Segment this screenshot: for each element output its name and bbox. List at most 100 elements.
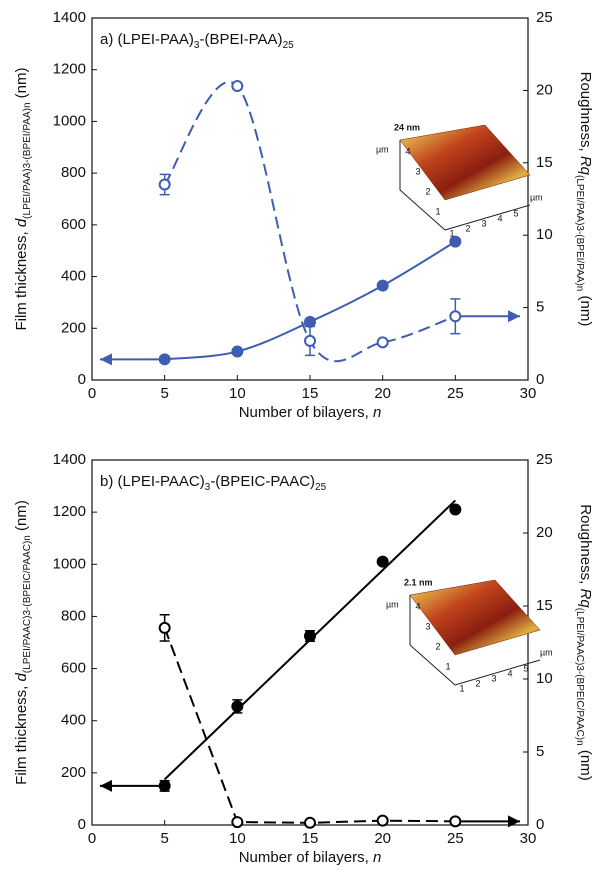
data-point: [450, 505, 460, 515]
y-axis-label-part: Film thickness,: [13, 227, 30, 330]
x-tick-label: 5: [160, 385, 168, 402]
x-tick-label: 10: [229, 385, 246, 402]
panel-title-part: b) (LPEI-PAAC): [100, 473, 205, 490]
y-axis-label: Film thickness, d(LPEI/PAAC)3-(BPEIC/PAA…: [13, 500, 33, 785]
y2-axis-label: Roughness, Rq(LPEI/PAA)3-(BPEI/PAA)n (nm…: [574, 72, 594, 327]
y-tick-label: 1400: [53, 451, 86, 468]
y2-tick-label: 10: [536, 670, 553, 687]
afm-tick: 1: [459, 683, 464, 693]
y-tick-label: 1400: [53, 9, 86, 26]
panel-title-part: a) (LPEI-PAA): [100, 31, 194, 48]
x-tick-label: 0: [88, 385, 96, 402]
y-axis-label-part: (LPEI/PAAC)3-(BPEIC/PAAC)n: [22, 535, 33, 673]
data-point: [305, 631, 315, 641]
afm-surface: [410, 580, 540, 655]
afm-surface: [400, 125, 530, 200]
data-point: [232, 817, 242, 827]
y2-tick-label: 25: [536, 451, 553, 468]
y2-axis-label-part: Rq: [577, 156, 594, 176]
x-tick-label: 30: [520, 830, 537, 847]
y2-axis-label-part: Roughness,: [577, 504, 594, 588]
data-point: [450, 311, 460, 321]
y2-tick-label: 10: [536, 226, 553, 243]
data-point: [378, 337, 388, 347]
afm-tick: 5: [523, 663, 528, 673]
x-axis-label-part: n: [373, 404, 381, 421]
axis-arrow-head: [100, 353, 112, 365]
data-point: [378, 281, 388, 291]
panel-title-part: 25: [283, 40, 295, 51]
y-axis-label-part: Film thickness,: [13, 681, 30, 784]
afm-tick: 4: [497, 213, 502, 223]
x-tick-label: 10: [229, 830, 246, 847]
y-tick-label: 600: [61, 216, 86, 233]
y2-tick-label: 5: [536, 299, 544, 316]
y-tick-label: 1000: [53, 555, 86, 572]
y-tick-label: 200: [61, 319, 86, 336]
afm-tick: 2: [465, 223, 470, 233]
y2-tick-label: 0: [536, 371, 544, 388]
afm-tick: 1: [435, 206, 440, 216]
x-axis-label-part: n: [373, 849, 381, 866]
data-point: [450, 816, 460, 826]
y-tick-label: 400: [61, 712, 86, 729]
afm-z-label: 24 nm: [394, 122, 420, 132]
y-tick-label: 0: [78, 371, 86, 388]
y2-axis-label-part: (nm): [577, 746, 594, 781]
afm-tick: 2: [475, 678, 480, 688]
x-axis-label: Number of bilayers, n: [239, 849, 382, 866]
y2-axis-label-part: (nm): [577, 291, 594, 326]
data-point: [232, 347, 242, 357]
y2-axis-label-part: Rq: [577, 589, 594, 609]
y-axis-label-part: (LPEI/PAA)3-(BPEI/PAA)n: [22, 102, 33, 218]
x-tick-label: 20: [374, 830, 391, 847]
y-tick-label: 800: [61, 164, 86, 181]
series-line: [165, 628, 456, 823]
figure: 0510152025300200400600800100012001400051…: [0, 0, 604, 874]
panel-title: b) (LPEI-PAAC)3-(BPEIC-PAAC)25: [100, 473, 327, 493]
y2-axis-label-part: Roughness,: [577, 72, 594, 156]
y-axis-label-part: (nm): [13, 500, 30, 535]
y-tick-label: 1200: [53, 503, 86, 520]
y2-axis-label-part: (LPEI/PAA)3-(BPEI/PAA)n: [574, 175, 585, 291]
panel-title-part: -(BPEIC-PAAC): [210, 473, 315, 490]
y2-tick-label: 15: [536, 154, 553, 171]
axis-arrow-head: [100, 780, 112, 792]
afm-tick: 4: [405, 146, 410, 156]
data-point: [232, 701, 242, 711]
x-axis-label: Number of bilayers, n: [239, 404, 382, 421]
data-point: [232, 81, 242, 91]
y2-tick-label: 20: [536, 81, 553, 98]
afm-tick: 3: [481, 218, 486, 228]
y2-tick-label: 5: [536, 743, 544, 760]
axis-arrow-head: [508, 310, 520, 322]
y-axis-label: Film thickness, d(LPEI/PAA)3-(BPEI/PAA)n…: [13, 67, 33, 330]
x-tick-label: 15: [302, 385, 319, 402]
x-tick-label: 30: [520, 385, 537, 402]
data-point: [378, 557, 388, 567]
x-axis-label-part: Number of bilayers,: [239, 849, 373, 866]
data-point: [378, 816, 388, 826]
x-tick-label: 20: [374, 385, 391, 402]
data-point: [160, 623, 170, 633]
data-point: [160, 180, 170, 190]
afm-tick: 5: [513, 208, 518, 218]
x-tick-label: 25: [447, 830, 464, 847]
panel-title-part: 25: [315, 482, 327, 493]
data-point: [450, 237, 460, 247]
x-tick-label: 0: [88, 830, 96, 847]
y-tick-label: 400: [61, 268, 86, 285]
afm-unit: µm: [530, 192, 543, 202]
y2-tick-label: 25: [536, 9, 553, 26]
afm-z-label: 2.1 nm: [404, 577, 433, 587]
afm-tick: 1: [445, 661, 450, 671]
afm-tick: 4: [415, 601, 420, 611]
y2-axis-label-part: (LPEI/PAAC)3-(BPEIC/PAAC)n: [574, 608, 585, 746]
y-tick-label: 600: [61, 660, 86, 677]
data-point: [160, 354, 170, 364]
afm-tick: 3: [425, 621, 430, 631]
afm-tick: 4: [507, 668, 512, 678]
afm-tick: 3: [415, 166, 420, 176]
data-point: [305, 818, 315, 828]
panel-title-part: -(BPEI-PAA): [199, 31, 282, 48]
